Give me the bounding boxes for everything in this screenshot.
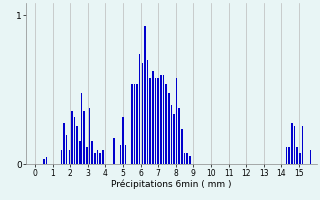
Bar — [79, 141, 81, 164]
Bar — [63, 123, 65, 164]
Bar — [134, 84, 135, 164]
Bar — [171, 105, 172, 164]
Bar — [181, 129, 183, 164]
Bar — [168, 93, 170, 164]
Bar — [173, 114, 175, 164]
Bar — [86, 147, 88, 164]
Bar — [136, 84, 138, 164]
Bar — [125, 145, 126, 164]
Bar — [155, 78, 156, 164]
Bar — [309, 150, 311, 164]
Bar — [76, 126, 78, 164]
Bar — [152, 71, 154, 164]
Bar — [189, 156, 191, 164]
Bar — [286, 147, 287, 164]
Bar — [92, 141, 93, 164]
Bar — [94, 153, 96, 164]
Bar — [291, 123, 293, 164]
Bar — [74, 117, 76, 164]
Bar — [102, 150, 104, 164]
Bar — [165, 84, 167, 164]
Bar — [141, 63, 143, 164]
Bar — [46, 157, 47, 164]
Bar — [113, 138, 115, 164]
Bar — [89, 108, 90, 164]
Bar — [187, 153, 188, 164]
Bar — [99, 153, 101, 164]
Bar — [122, 117, 124, 164]
Bar — [157, 78, 159, 164]
Bar — [68, 150, 70, 164]
Bar — [84, 111, 85, 164]
Bar — [179, 108, 180, 164]
Bar — [296, 147, 298, 164]
Bar — [43, 159, 44, 164]
Bar — [176, 78, 177, 164]
Bar — [81, 93, 83, 164]
Bar — [144, 26, 146, 164]
Bar — [163, 75, 164, 164]
Bar — [302, 126, 303, 164]
Bar — [60, 150, 62, 164]
Bar — [71, 111, 73, 164]
X-axis label: Précipitations 6min ( mm ): Précipitations 6min ( mm ) — [111, 179, 232, 189]
Bar — [184, 153, 185, 164]
Bar — [120, 145, 121, 164]
Bar — [160, 75, 162, 164]
Bar — [139, 54, 140, 164]
Bar — [288, 147, 290, 164]
Bar — [299, 153, 300, 164]
Bar — [149, 78, 151, 164]
Bar — [97, 150, 98, 164]
Bar — [147, 60, 148, 164]
Bar — [294, 126, 295, 164]
Bar — [131, 84, 132, 164]
Bar — [66, 135, 68, 164]
